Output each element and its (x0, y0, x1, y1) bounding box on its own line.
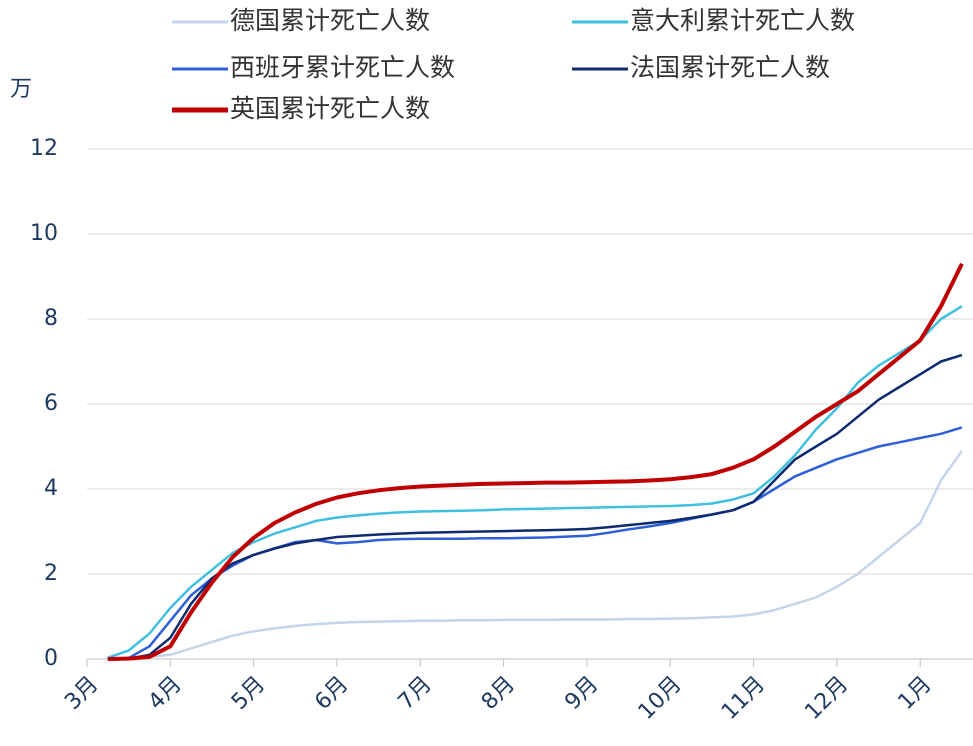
y-unit-label: 万 (10, 77, 32, 102)
x-tick-label: 3月 (60, 672, 103, 715)
legend-label: 英国累计死亡人数 (230, 94, 430, 123)
line (107, 305, 963, 659)
y-tick-label: 8 (44, 306, 58, 331)
line (107, 262, 964, 661)
line (107, 426, 963, 661)
x-tick-label: 11月 (717, 672, 770, 725)
x-tick-label: 1月 (894, 672, 937, 715)
y-tick-label: 6 (44, 391, 58, 416)
x-tick-label: 12月 (800, 672, 853, 725)
x-tick-label: 8月 (477, 672, 520, 715)
x-tick-label: 7月 (394, 672, 437, 715)
line (107, 450, 963, 661)
legend-label: 意大利累计死亡人数 (630, 6, 855, 35)
y-tick-label: 0 (44, 646, 58, 671)
x-tick-label: 9月 (560, 672, 603, 715)
y-tick-label: 12 (30, 136, 58, 161)
x-tick-label: 4月 (144, 672, 187, 715)
line (107, 353, 963, 661)
x-tick-label: 10月 (634, 672, 687, 725)
legend-label: 德国累计死亡人数 (230, 6, 430, 35)
x-tick-label: 6月 (310, 672, 353, 715)
y-tick-label: 2 (44, 561, 58, 586)
y-tick-label: 10 (30, 221, 58, 246)
legend-label: 西班牙累计死亡人数 (230, 53, 455, 82)
x-tick-label: 5月 (227, 672, 270, 715)
y-tick-label: 4 (44, 476, 58, 501)
legend-label: 法国累计死亡人数 (630, 53, 830, 82)
